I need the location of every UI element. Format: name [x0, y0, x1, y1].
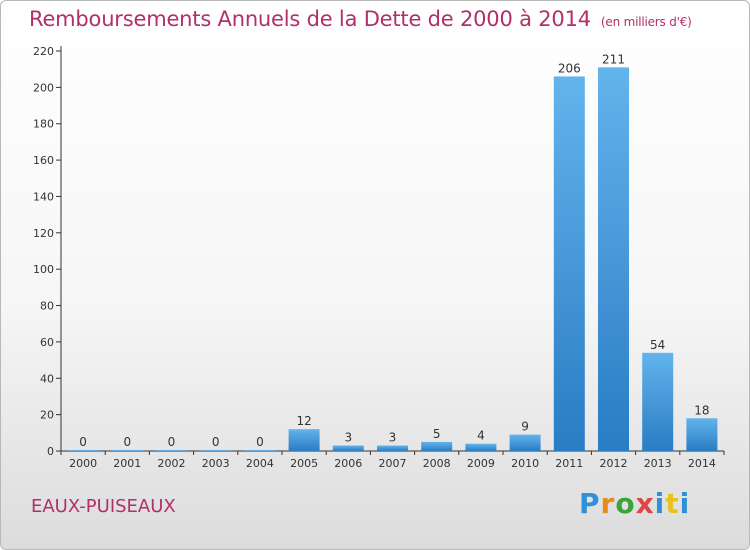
y-tick-label: 80	[40, 300, 54, 313]
bar	[598, 67, 629, 451]
bar-value-label: 206	[558, 61, 581, 75]
x-tick-label: 2001	[113, 457, 141, 470]
bar-value-label: 0	[123, 435, 131, 449]
commune-name: EAUX-PUISEAUX	[31, 496, 176, 517]
bar	[67, 450, 99, 451]
bar	[553, 76, 585, 452]
chart-title-text: Remboursements Annuels de la Dette de 20…	[29, 7, 591, 31]
y-tick-label: 140	[33, 190, 54, 203]
logo-letter: P	[579, 487, 601, 520]
proxiti-logo: Proxiti	[579, 487, 690, 520]
bar	[288, 429, 320, 451]
logo-letter: i	[679, 487, 691, 520]
x-tick-label: 2008	[423, 457, 451, 470]
bar-value-label: 0	[256, 435, 264, 449]
logo-letter: r	[600, 487, 616, 520]
x-tick-label: 2003	[202, 457, 230, 470]
bar	[421, 441, 453, 451]
bar	[156, 450, 187, 451]
y-tick-label: 120	[33, 227, 54, 240]
x-axis: 2000 2001 2002 2003 2004 2005 2006 2007 2008 2009…	[60, 450, 725, 470]
y-tick-label: 40	[40, 372, 54, 385]
bar-value-label: 54	[650, 338, 665, 352]
x-tick-label: 2002	[158, 457, 186, 470]
logo-letter: i	[654, 487, 666, 520]
bar-value-label: 211	[602, 52, 625, 66]
bar-value-label: 3	[344, 431, 352, 445]
chart-title: Remboursements Annuels de la Dette de 20…	[29, 7, 692, 31]
x-tick-label: 2005	[290, 457, 318, 470]
bar	[686, 418, 718, 451]
logo-letter: t	[665, 487, 680, 520]
bar-value-label: 18	[694, 403, 709, 417]
bar-value-label: 12	[296, 414, 311, 428]
y-tick-label: 200	[33, 81, 54, 94]
bar	[377, 445, 408, 451]
bar-value-label: 0	[79, 435, 87, 449]
bar	[642, 352, 674, 451]
y-tick-label: 100	[33, 263, 54, 276]
logo-letter: x	[635, 487, 655, 520]
bar	[465, 443, 497, 451]
bars	[67, 67, 718, 452]
bar-value-label: 0	[212, 435, 220, 449]
y-tick-label: 60	[40, 336, 54, 349]
x-tick-label: 2011	[555, 457, 583, 470]
bar-value-label: 5	[433, 427, 441, 441]
bar	[244, 450, 276, 451]
y-tick-label: 20	[40, 409, 54, 422]
y-tick-label: 0	[47, 445, 54, 458]
x-tick-label: 2009	[467, 457, 495, 470]
bar-value-label: 4	[477, 429, 485, 443]
bar	[509, 434, 541, 451]
logo-letter: o	[615, 487, 636, 520]
bar	[111, 450, 143, 451]
x-tick-label: 2013	[644, 457, 672, 470]
bar-value-label: 3	[389, 431, 397, 445]
y-tick-label: 220	[33, 45, 54, 58]
chart-subtitle: (en milliers d'€)	[600, 15, 692, 29]
bar-value-label: 0	[168, 435, 176, 449]
bar	[200, 450, 232, 451]
y-tick-label: 180	[33, 118, 54, 131]
bar-value-label: 9	[521, 420, 529, 434]
x-tick-label: 2006	[334, 457, 362, 470]
x-tick-label: 2010	[511, 457, 539, 470]
y-tick-label: 160	[33, 154, 54, 167]
x-tick-label: 2012	[600, 457, 628, 470]
x-tick-label: 2004	[246, 457, 274, 470]
x-tick-label: 2000	[69, 457, 97, 470]
x-tick-label: 2014	[688, 457, 716, 470]
y-axis: 0 20 40 60 80 100 120 140 160 180 200 220	[33, 45, 62, 458]
x-tick-label: 2007	[379, 457, 407, 470]
bar	[332, 445, 364, 451]
